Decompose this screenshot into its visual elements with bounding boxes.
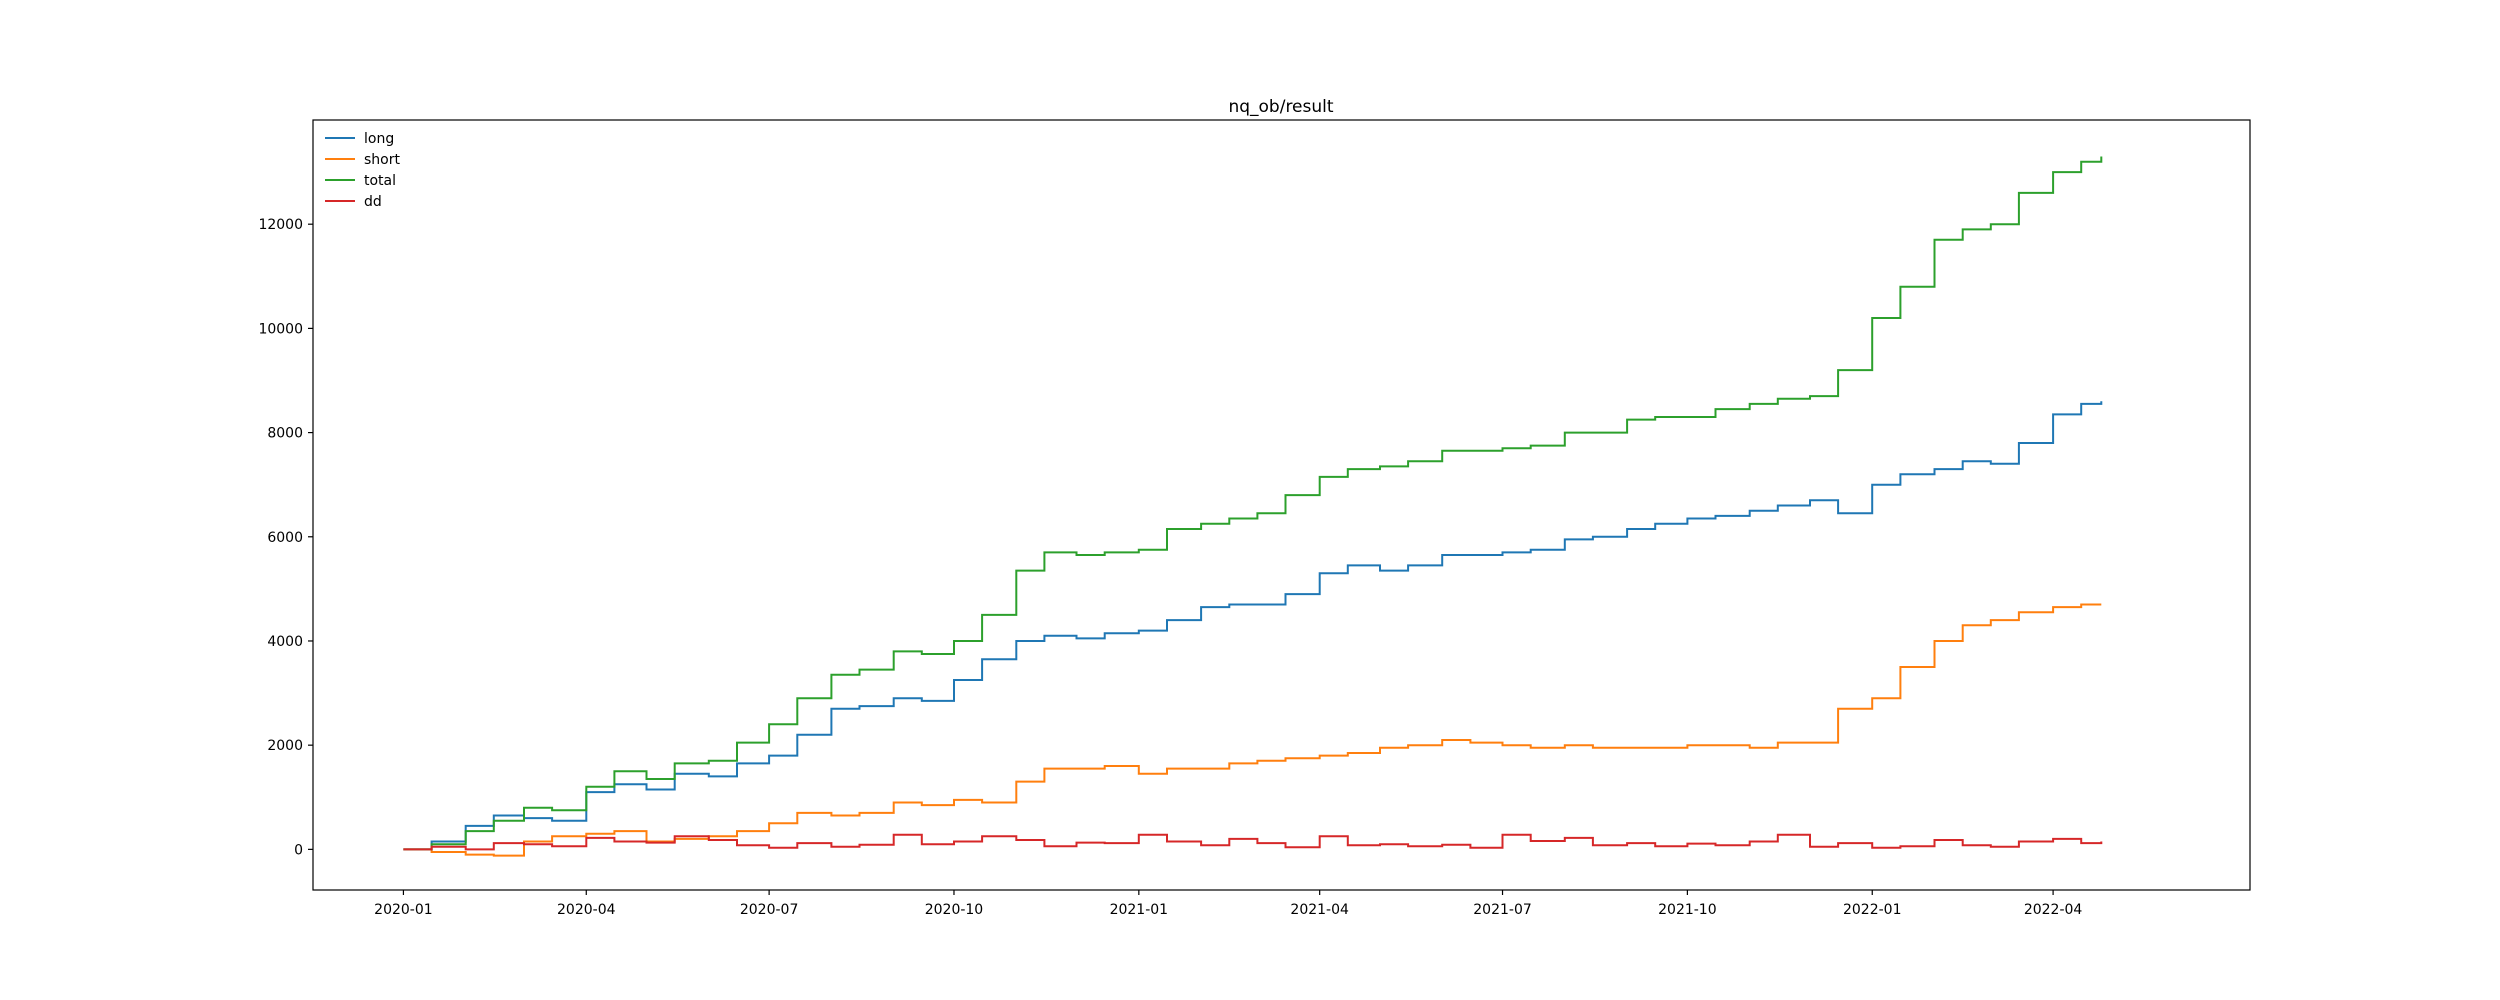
series-layer <box>403 156 2103 857</box>
legend: long short total dd <box>325 131 400 210</box>
x-tick-label: 2021-04 <box>1290 902 1349 918</box>
series-line-total <box>403 156 2103 851</box>
legend-label: dd <box>364 194 382 210</box>
y-tick-label: 6000 <box>267 530 303 546</box>
y-tick-label: 0 <box>294 842 303 858</box>
legend-label: total <box>364 173 396 189</box>
plot-area-frame <box>312 119 2251 891</box>
legend-label: short <box>364 152 400 168</box>
x-tick-label: 2020-01 <box>374 902 433 918</box>
legend-item-short: short <box>325 152 400 168</box>
legend-label: long <box>364 131 394 147</box>
x-tick-label: 2021-10 <box>1658 902 1717 918</box>
x-tick-label: 2020-04 <box>557 902 616 918</box>
y-tick-label: 2000 <box>267 738 303 754</box>
y-tick-label: 10000 <box>258 321 303 337</box>
series-line-long <box>403 401 2103 851</box>
x-tick-label: 2021-07 <box>1473 902 1532 918</box>
x-axis: 2020-01 2020-04 2020-07 2020-10 2021-01 2021-… <box>374 890 2082 918</box>
y-axis: 0 2000 4000 6000 8000 10000 12000 <box>258 217 313 858</box>
series-line-dd <box>403 833 2103 851</box>
x-tick-label: 2021-01 <box>1110 902 1169 918</box>
legend-item-dd: dd <box>325 194 382 210</box>
x-tick-label: 2020-07 <box>740 902 799 918</box>
y-tick-label: 4000 <box>267 634 303 650</box>
x-tick-label: 2022-01 <box>1843 902 1902 918</box>
chart-title: nq_ob/result <box>1228 97 1333 117</box>
y-tick-label: 12000 <box>258 217 303 233</box>
x-tick-label: 2020-10 <box>925 902 984 918</box>
legend-item-long: long <box>325 131 394 147</box>
legend-item-total: total <box>325 173 396 189</box>
y-tick-label: 8000 <box>267 426 303 442</box>
x-tick-label: 2022-04 <box>2024 902 2083 918</box>
